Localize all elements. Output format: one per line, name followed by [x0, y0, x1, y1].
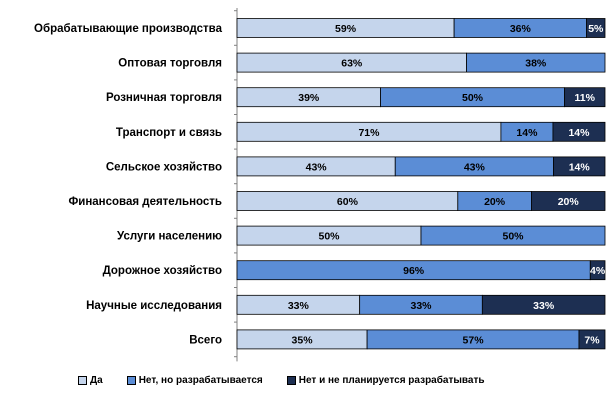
bar-value-label: 57% [463, 334, 485, 346]
bar-value-label: 4% [590, 265, 606, 277]
bar-segment [552, 121, 606, 142]
bar-value-label: 63% [341, 58, 363, 70]
bar-value-label: 43% [464, 161, 486, 173]
category-label: Оптовая торговля [118, 58, 222, 70]
bar-segment [586, 18, 606, 38]
bar-value-label: 39% [298, 92, 320, 104]
bar-segment [578, 329, 606, 350]
bar-value-label: 96% [403, 265, 425, 277]
bar-value-label: 43% [306, 161, 328, 173]
bar-value-label: 33% [288, 300, 310, 312]
bar-value-label: 20% [558, 196, 580, 208]
bar-value-label: 50% [462, 92, 484, 104]
legend-item: Нет, но разрабатывается [126, 375, 263, 386]
legend-item: Нет и не планируется разрабатывать [286, 375, 485, 386]
bar-segment [531, 191, 606, 211]
bar-value-label: 60% [337, 196, 359, 208]
bar-value-label: 59% [335, 23, 357, 35]
category-label: Розничная торговля [106, 92, 222, 104]
bar-value-label: 14% [516, 127, 538, 139]
legend-swatch [78, 376, 87, 385]
category-label: Транспорт и связь [116, 127, 222, 139]
stacked-bar-chart: Обрабатывающие производства 59% 36% 5% Оптов… [34, 8, 606, 362]
bar-segment [420, 225, 606, 246]
bar-segment [589, 260, 606, 281]
bar-value-label: 7% [584, 334, 600, 346]
category-label: Обрабатывающие производства [34, 23, 223, 35]
legend-item: Да [78, 375, 103, 386]
bar-value-label: 5% [588, 23, 604, 35]
bar-value-label: 11% [575, 92, 596, 104]
bar-value-label: 38% [525, 58, 547, 70]
bar-value-label: 50% [318, 231, 340, 243]
legend-swatch [126, 376, 136, 385]
bar-value-label: 20% [484, 196, 506, 208]
bar-value-label: 33% [410, 300, 432, 312]
category-label: Дорожное хозяйство [103, 265, 222, 277]
bar-segment [466, 52, 606, 73]
bar-segment [553, 156, 606, 177]
bar-segment [564, 87, 606, 108]
bar-value-label: 33% [533, 300, 555, 312]
category-label: Научные исследования [86, 300, 222, 312]
bar-value-label: 71% [358, 127, 380, 139]
bar-value-label: 35% [292, 334, 314, 346]
bar-segment [481, 294, 606, 315]
bar-value-label: 36% [510, 23, 532, 35]
legend-swatch [286, 376, 296, 385]
bar-value-label: 14% [569, 161, 591, 173]
legend-label: Нет, но разрабатывается [138, 375, 263, 386]
category-label: Услуги населению [117, 231, 222, 243]
category-label: Финансовая деятельность [68, 196, 222, 208]
legend-label: Нет и не планируется разрабатывать [298, 375, 485, 386]
bar-value-label: 14% [568, 127, 590, 139]
category-label: Сельское хозяйство [106, 161, 222, 173]
category-label: Всего [189, 334, 222, 346]
legend-label: Да [90, 375, 103, 386]
chart-legend: Да Нет, но разрабатывается Нет и не планир… [78, 375, 509, 386]
bar-value-label: 50% [502, 231, 524, 243]
